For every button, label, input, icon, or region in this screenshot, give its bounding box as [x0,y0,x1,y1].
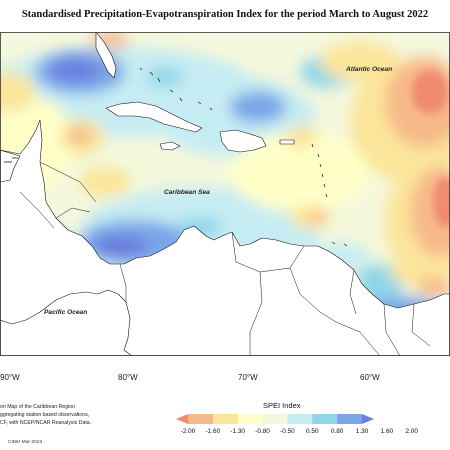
legend-swatch [176,414,188,424]
legend-swatch [312,414,338,424]
legend-swatch [188,414,214,424]
hispaniola [219,129,267,153]
note-line-3: CF, with NCEP/NCAR Reanalysis Data. [0,420,92,426]
legend-tick-label: -2.00 [180,428,196,435]
legend-tick-label: 0.80 [330,428,344,435]
small-islands [4,67,348,247]
jamaica [159,141,181,151]
legend-ticks: -2.00 -1.60 -1.30 -0.80 -0.50 0.50 0.80 1.30 1.6… [176,428,418,438]
lon-label-80: 80°W [118,373,138,382]
label-pacific: Pacific Ocean [44,309,87,316]
label-atlantic: Atlantic Ocean [345,66,392,73]
legend-colorbar [176,414,374,424]
legend-tick-label: -1.60 [205,428,221,435]
legend-tick-label: 1.60 [380,428,394,435]
florida [95,32,117,79]
legend-tick-label: -1.30 [230,428,245,435]
legend-tick-label: -0.80 [255,428,270,435]
footer-credit: CIMH Mar-2023 [8,440,43,445]
legend-swatch [337,414,363,424]
map-title: Standardised Precipitation-Evapotranspir… [21,9,429,20]
cuba [105,101,203,133]
legend-swatch [362,414,374,424]
legend-title: SPEI Index [263,401,301,410]
lon-label-90: 90°W [0,373,20,382]
lon-label-60: 60°W [360,373,380,382]
legend-swatch [212,414,239,424]
label-caribbean: Caribbean Sea [164,189,210,196]
note-line-2: ggregating station based observations, [0,412,90,418]
country-borders [19,161,431,356]
spei-map: Atlantic Ocean Caribbean Sea Pacific Oce… [0,32,450,356]
legend-tick-label: -0.50 [280,428,295,435]
legend-tick-label: 1.30 [355,428,369,435]
note-line-1: on Map of the Caribbean Region [0,404,75,410]
legend-tick-label: 0.50 [306,428,319,435]
legend-tick-label: 2.00 [405,428,418,435]
legend-swatch [287,414,313,424]
puerto-rico [279,139,295,145]
lon-label-70: 70°W [238,373,258,382]
landmasses [0,32,450,356]
legend-swatch [237,414,263,424]
legend-swatch [262,414,288,424]
